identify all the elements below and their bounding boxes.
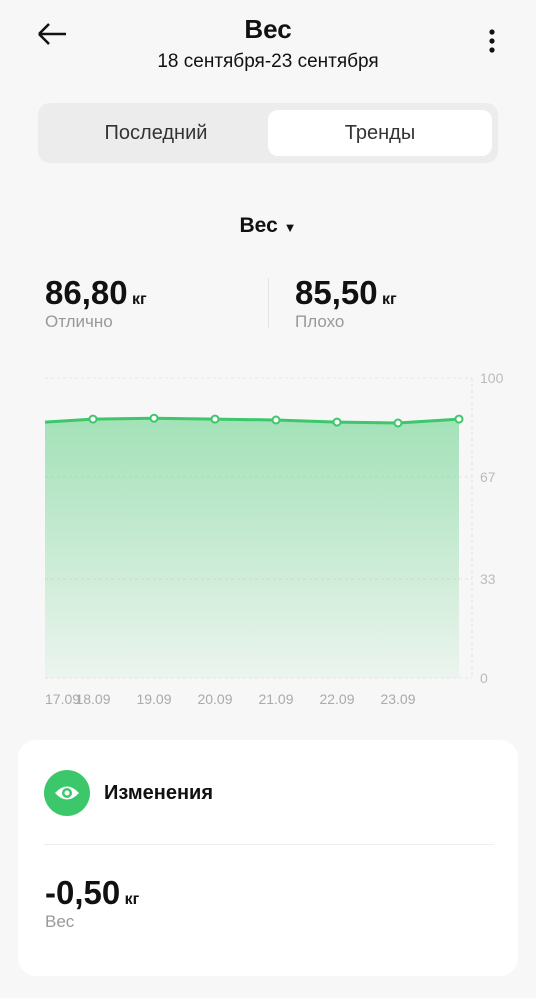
y-tick-label: 67: [480, 469, 496, 485]
point: [393, 418, 403, 428]
stat-value: 85,50: [295, 274, 378, 311]
title: Вес: [244, 14, 292, 44]
line: [44, 416, 460, 425]
changes-card: Изменения -0,50 кг Вес: [18, 740, 518, 976]
point: [88, 414, 98, 424]
x-tick-label: 23.09: [380, 691, 415, 707]
metric-label: Вес: [239, 214, 278, 237]
x-tick-label: 19.09: [136, 691, 171, 707]
point: [149, 413, 159, 423]
stat: 86,80 кг Отлично: [45, 274, 147, 332]
stat-label: Плохо: [295, 312, 345, 331]
x-tick-label: 20.09: [197, 691, 232, 707]
change-label: Вес: [45, 912, 75, 931]
card-title: Изменения: [104, 782, 213, 804]
area: [45, 418, 459, 678]
change-unit: кг: [124, 891, 140, 908]
point: [271, 415, 281, 425]
x-tick-label: 22.09: [319, 691, 354, 707]
x-tick-label: 18.09: [75, 691, 110, 707]
tab[interactable]: Последний: [104, 122, 208, 144]
tab-active[interactable]: Тренды: [268, 110, 492, 156]
y-tick-label: 0: [480, 670, 488, 686]
back-button[interactable]: [36, 22, 68, 46]
y-tick-label: 33: [480, 571, 496, 587]
change-value: -0,50: [45, 874, 121, 911]
point: [210, 414, 220, 424]
change: -0,50 кг Вес: [45, 874, 139, 932]
stat-unit: кг: [382, 291, 397, 308]
dropdown-icon: ▼: [283, 220, 297, 235]
point: [332, 417, 342, 427]
stat-value: 86,80: [45, 274, 128, 311]
stat-unit: кг: [132, 291, 147, 308]
y-tick-label: 100: [480, 370, 504, 386]
x-tick-label: 21.09: [258, 691, 293, 707]
stat: 85,50 кг Плохо: [295, 274, 397, 332]
menu-button[interactable]: [484, 28, 500, 56]
eye-icon: [44, 770, 90, 816]
divider: [268, 278, 269, 328]
divider: [44, 844, 494, 845]
point: [454, 414, 464, 424]
stat-label: Отлично: [45, 312, 113, 331]
subtitle: 18 сентября-23 сентября: [157, 51, 379, 72]
metric-selector[interactable]: Вес ▼: [0, 214, 536, 238]
x-tick-label: 17.09: [45, 691, 80, 707]
